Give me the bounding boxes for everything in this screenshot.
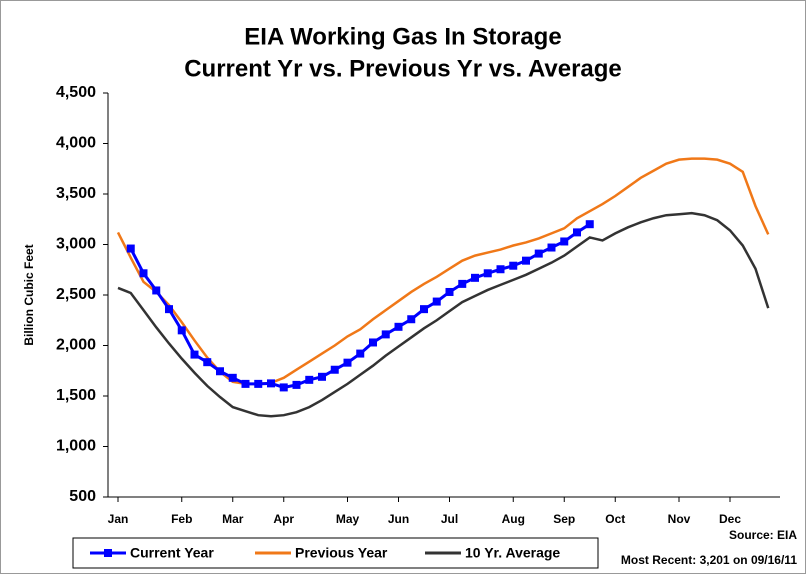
data-point xyxy=(254,379,263,388)
series-line xyxy=(116,157,770,386)
data-point xyxy=(152,286,161,295)
data-point xyxy=(534,249,543,258)
data-point xyxy=(241,379,250,388)
x-tick-label: Apr xyxy=(273,512,294,526)
data-point xyxy=(318,372,326,381)
y-tick-label: 2,500 xyxy=(56,286,96,303)
data-point xyxy=(292,380,301,389)
y-tick-label: 500 xyxy=(69,488,96,505)
y-tick-label: 1,500 xyxy=(56,387,96,404)
data-point xyxy=(483,269,492,278)
y-tick-label: 2,000 xyxy=(56,337,96,354)
legend-marker xyxy=(104,549,112,557)
data-point xyxy=(305,375,314,384)
data-point xyxy=(458,279,467,288)
data-point xyxy=(585,220,594,229)
legend-label: Current Year xyxy=(130,545,214,561)
data-point xyxy=(165,305,173,314)
data-point xyxy=(126,244,135,253)
data-point xyxy=(177,326,186,335)
data-point xyxy=(560,237,569,246)
data-point xyxy=(445,287,454,296)
data-point xyxy=(203,358,212,367)
x-tick-label: Dec xyxy=(719,512,741,526)
y-tick-label: 4,500 xyxy=(56,84,96,101)
source-note: Source: EIA xyxy=(729,528,797,542)
chart-subtitle: Current Yr vs. Previous Yr vs. Average xyxy=(184,55,622,82)
data-point xyxy=(190,350,199,359)
x-tick-label: Jan xyxy=(108,512,129,526)
recent-note: Most Recent: 3,201 on 09/16/11 xyxy=(621,553,797,567)
x-tick-label: Jul xyxy=(441,512,458,526)
x-tick-label: Aug xyxy=(502,512,525,526)
x-tick-label: Jun xyxy=(388,512,409,526)
series-line xyxy=(117,211,770,418)
data-point xyxy=(279,383,288,392)
x-tick-label: May xyxy=(336,512,360,526)
data-point xyxy=(522,256,530,265)
data-point xyxy=(420,305,428,314)
chart-title: EIA Working Gas In Storage xyxy=(244,23,561,50)
data-point xyxy=(496,265,505,274)
data-point xyxy=(228,373,237,382)
y-tick-label: 1,000 xyxy=(56,438,96,455)
x-tick-label: Mar xyxy=(222,512,244,526)
data-point xyxy=(407,315,416,324)
data-point xyxy=(471,273,479,282)
data-point xyxy=(139,269,148,278)
data-point xyxy=(356,349,365,358)
data-point xyxy=(432,297,441,306)
data-point xyxy=(267,379,275,388)
y-axis-label: Billion Cubic Feet xyxy=(22,244,36,345)
y-tick-label: 4,000 xyxy=(56,135,96,152)
x-tick-label: Oct xyxy=(605,512,625,526)
data-point xyxy=(330,365,339,374)
legend-label: 10 Yr. Average xyxy=(465,545,560,561)
data-point xyxy=(573,228,581,237)
data-point xyxy=(547,243,556,252)
data-point xyxy=(343,358,352,367)
legend-box xyxy=(72,537,599,569)
data-point xyxy=(381,330,390,339)
y-tick-label: 3,500 xyxy=(56,185,96,202)
data-point xyxy=(369,338,377,347)
y-tick-label: 3,000 xyxy=(56,236,96,253)
data-point xyxy=(216,367,224,376)
x-tick-label: Nov xyxy=(668,512,691,526)
x-tick-label: Feb xyxy=(171,512,192,526)
x-tick-label: Sep xyxy=(553,512,575,526)
legend-label: Previous Year xyxy=(295,545,388,561)
data-point xyxy=(394,322,403,331)
data-point xyxy=(509,261,518,270)
